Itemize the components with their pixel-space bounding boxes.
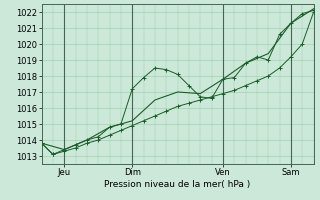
X-axis label: Pression niveau de la mer( hPa ): Pression niveau de la mer( hPa ) bbox=[104, 180, 251, 189]
